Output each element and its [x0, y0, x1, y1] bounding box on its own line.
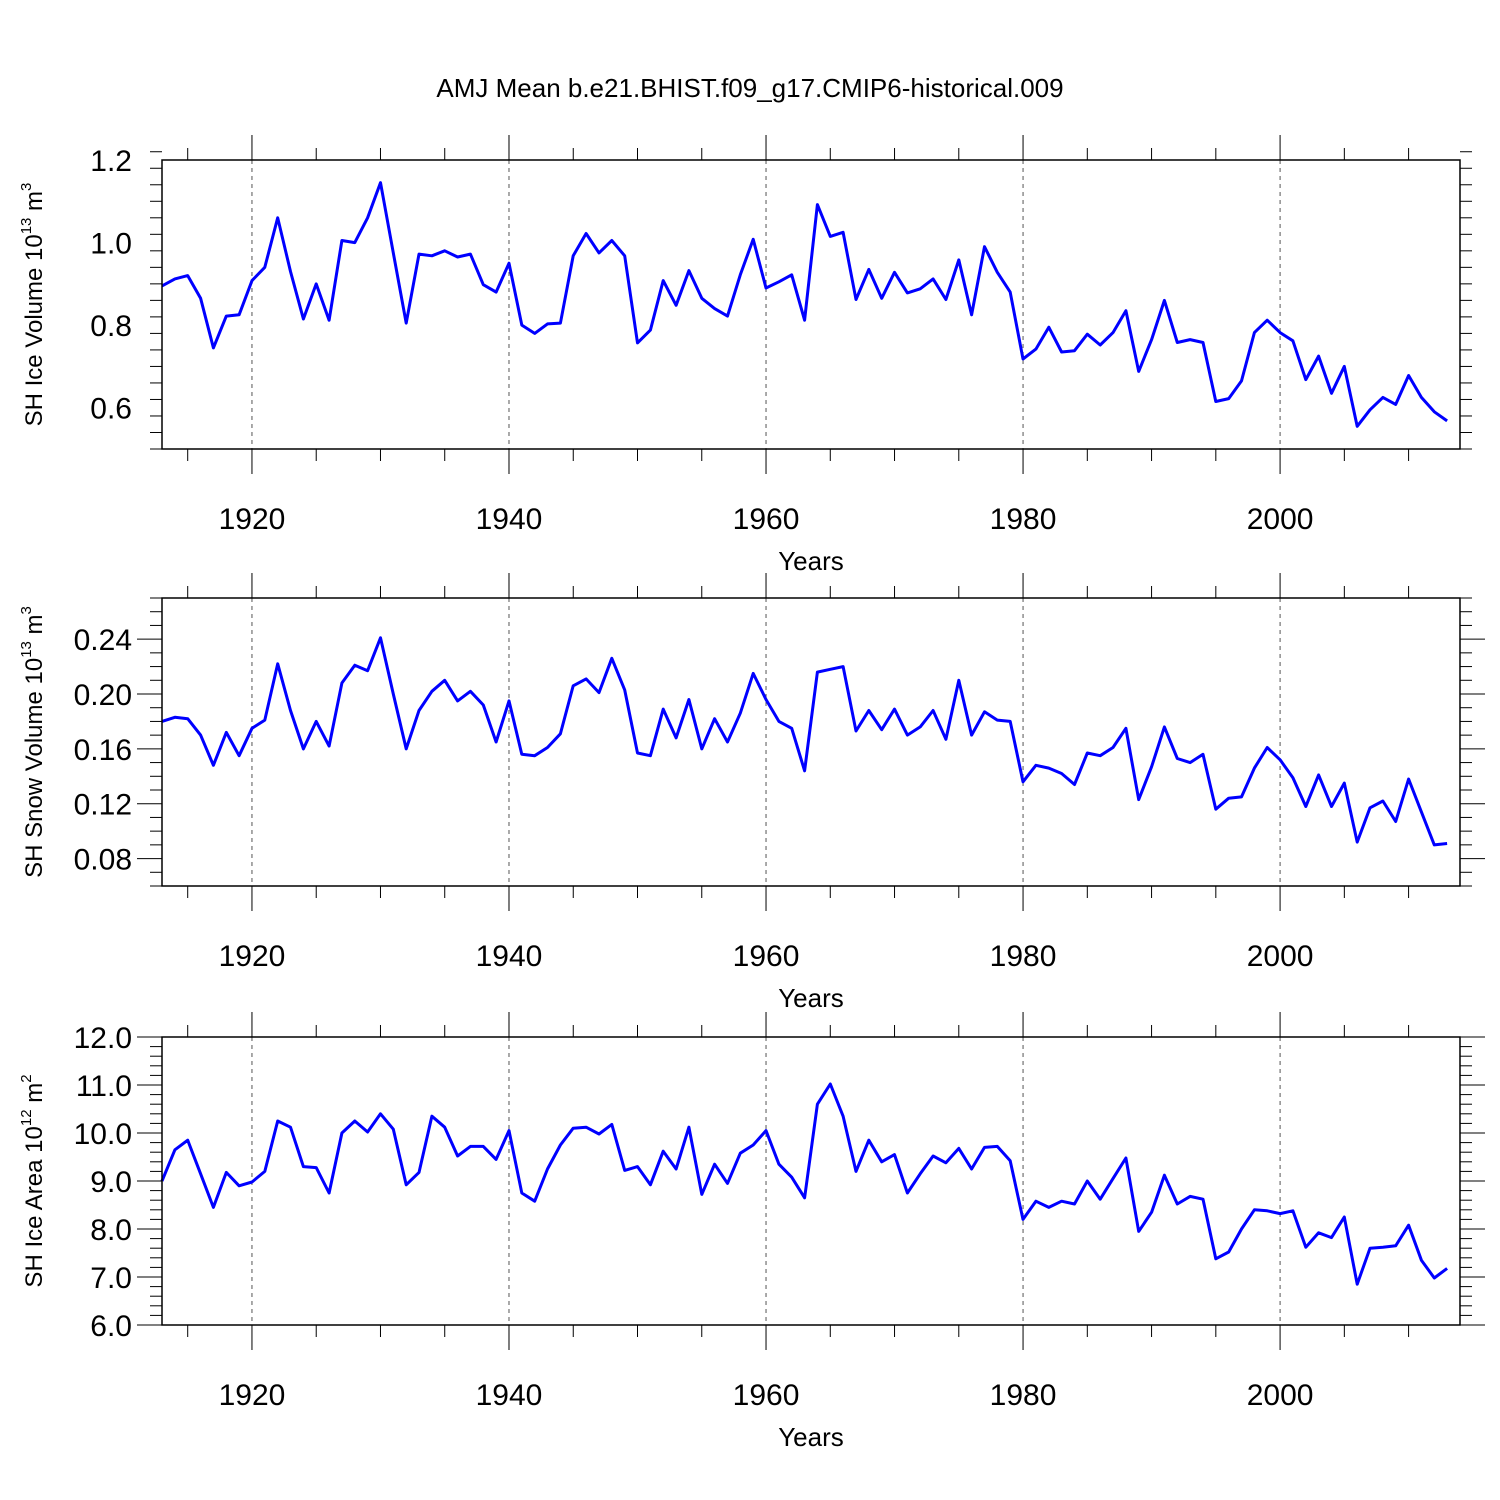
snow-volume-x-tick-label: 2000 — [1247, 940, 1314, 973]
snow-volume-gridlines — [251, 598, 1281, 886]
snow-volume-x-tick-label: 1940 — [476, 940, 543, 973]
snow-volume-y-tick-label: 0.08 — [74, 844, 132, 877]
ice-volume-y-label-exponent: 13 — [18, 218, 35, 235]
ice-area-x-tick-label: 1940 — [476, 1379, 543, 1412]
snow-volume-x-tick-label: 1920 — [219, 940, 286, 973]
snow-volume-tick-marks — [137, 573, 1485, 911]
snow-volume-x-tick-label: 1960 — [733, 940, 800, 973]
ice-area-series-line — [160, 1082, 1448, 1286]
snow-volume-y-tick-label: 0.20 — [74, 679, 132, 712]
snow-volume-x-tick-labels: 1920 1940 1960 1980 2000 — [219, 940, 1314, 973]
ice-volume-gridlines — [251, 160, 1281, 449]
ice-volume-plot-frame — [161, 159, 1461, 450]
ice-area-y-label-unit-exponent: 2 — [18, 1074, 35, 1082]
ice-area-y-tick-label: 8.0 — [90, 1214, 132, 1247]
ice-area-x-tick-labels: 1920 1940 1960 1980 2000 — [219, 1379, 1314, 1412]
snow-volume-series-line — [161, 636, 1448, 847]
ice-volume-x-axis-label: Years — [778, 546, 844, 576]
ice-area-y-axis-label: SH Ice Area 1012 m2 — [18, 1074, 48, 1287]
ice-volume-y-label-unit: m — [21, 191, 48, 218]
ice-volume-x-tick-labels: 1920 1940 1960 1980 2000 — [219, 503, 1314, 536]
snow-volume-y-label-unit-exponent: 3 — [18, 606, 35, 614]
ice-area-x-tick-label: 2000 — [1247, 1379, 1314, 1412]
ice-area-x-tick-label: 1980 — [990, 1379, 1057, 1412]
snow-volume-panel: 0.08 0.12 0.16 0.20 0.24 1920 1940 1960 1980 200… — [18, 573, 1485, 1013]
ice-volume-y-label-text: SH Ice Volume 10 — [21, 234, 48, 426]
snow-volume-x-tick-label: 1980 — [990, 940, 1057, 973]
ice-area-y-tick-label: 9.0 — [90, 1166, 132, 1199]
snow-volume-plot-frame — [161, 597, 1461, 887]
ice-area-x-axis-label: Years — [778, 1422, 844, 1452]
ice-area-gridlines — [251, 1037, 1281, 1325]
ice-area-y-label-exponent: 12 — [18, 1109, 35, 1126]
snow-volume-y-tick-label: 0.12 — [74, 789, 132, 822]
ice-area-plot-frame — [161, 1036, 1461, 1326]
ice-volume-y-tick-labels: 0.6 0.8 1.0 1.2 — [90, 145, 132, 426]
ice-area-panel: 6.0 7.0 8.0 9.0 10.0 11.0 12.0 1920 1940 1960 198… — [18, 1012, 1485, 1452]
ice-volume-x-tick-label: 1920 — [219, 503, 286, 536]
figure-title: AMJ Mean b.e21.BHIST.f09_g17.CMIP6-histo… — [436, 73, 1063, 103]
ice-volume-panel: 0.60.81.01.2 1920 1940 1960 1980 2000 Years … — [18, 135, 1472, 576]
ice-area-x-tick-label: 1920 — [219, 1379, 286, 1412]
snow-volume-x-axis-label: Years — [778, 983, 844, 1013]
ice-volume-y-label-unit-exponent: 3 — [18, 183, 35, 191]
ice-volume-x-tick-label: 1940 — [476, 503, 543, 536]
ice-volume-x-tick-label: 1960 — [733, 503, 800, 536]
snow-volume-y-tick-label: 0.24 — [74, 624, 132, 657]
ice-volume-x-tick-label: 2000 — [1247, 503, 1314, 536]
ice-area-y-tick-label: 10.0 — [74, 1118, 132, 1151]
ice-volume-y-tick-label: 0.8 — [90, 310, 132, 343]
snow-volume-y-label-exponent: 13 — [18, 641, 35, 658]
ice-area-y-tick-label: 11.0 — [76, 1070, 132, 1103]
ice-volume-series-line — [161, 181, 1448, 428]
ice-volume-y-tick-label: 0.6 — [90, 393, 132, 426]
ice-volume-y-tick-label: 1.0 — [90, 228, 132, 261]
ice-area-y-tick-label: 7.0 — [90, 1262, 132, 1295]
ice-area-tick-marks — [137, 1012, 1485, 1350]
ice-area-y-label-text: SH Ice Area 10 — [21, 1126, 48, 1287]
ice-volume-tick-marks — [150, 135, 1472, 474]
snow-volume-y-axis-label: SH Snow Volume 1013 m3 — [18, 606, 48, 878]
ice-volume-y-axis-label: SH Ice Volume 1013 m3 — [18, 183, 48, 427]
snow-volume-y-tick-labels: 0.08 0.12 0.16 0.20 0.24 — [74, 624, 132, 876]
snow-volume-y-label-text: SH Snow Volume 10 — [21, 658, 48, 878]
snow-volume-y-tick-label: 0.16 — [74, 734, 132, 767]
ice-area-x-tick-label: 1960 — [733, 1379, 800, 1412]
ice-volume-x-tick-label: 1980 — [990, 503, 1057, 536]
ice-area-y-tick-labels: 6.0 7.0 8.0 9.0 10.0 11.0 12.0 — [74, 1022, 132, 1343]
ice-area-y-tick-label: 12.0 — [74, 1022, 132, 1055]
snow-volume-y-label-unit: m — [21, 614, 48, 641]
ice-area-y-label-unit: m — [21, 1083, 48, 1110]
ice-area-y-tick-label: 6.0 — [90, 1310, 132, 1343]
ice-volume-y-tick-label: 1.2 — [90, 145, 132, 178]
